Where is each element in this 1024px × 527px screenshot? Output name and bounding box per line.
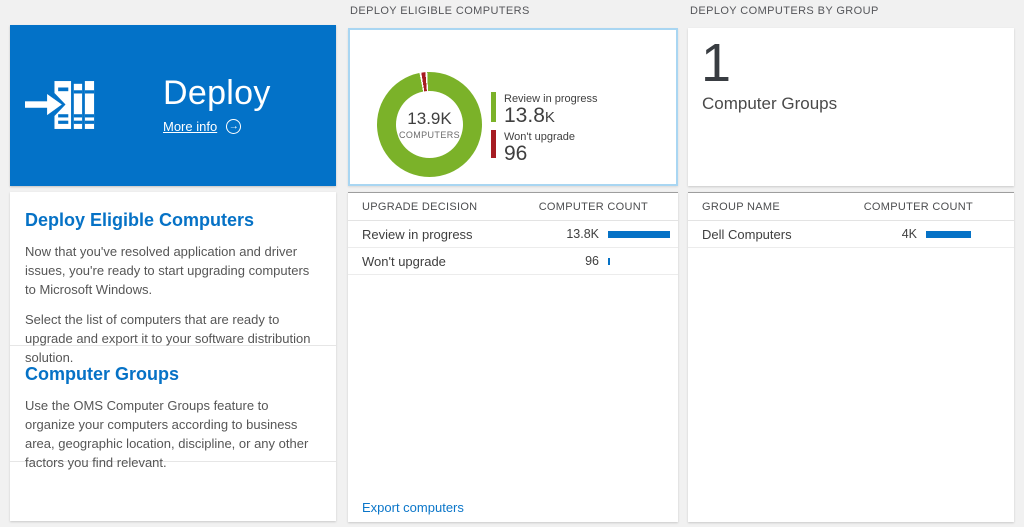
donut-chart[interactable]: 13.9K COMPUTERS bbox=[377, 72, 482, 177]
col-group-name: GROUP NAME bbox=[702, 200, 780, 213]
eligible-computers-chart-card[interactable]: 13.9K COMPUTERS Review in progress 13.8K… bbox=[348, 28, 678, 186]
legend-swatch-red bbox=[491, 130, 496, 158]
row-label: Review in progress bbox=[362, 226, 473, 242]
deploy-icon bbox=[25, 77, 95, 138]
row-bar bbox=[608, 230, 670, 238]
group-name-table: GROUP NAME COMPUTER COUNT Dell Computers… bbox=[688, 192, 1014, 522]
table-header: GROUP NAME COMPUTER COUNT bbox=[688, 193, 1014, 221]
legend-item: Review in progress 13.8K bbox=[491, 92, 598, 128]
table-row[interactable]: Review in progress 13.8K bbox=[348, 221, 678, 248]
arrow-circle-icon[interactable]: → bbox=[226, 119, 242, 135]
deploy-computers-by-group-header: DEPLOY COMPUTERS BY GROUP bbox=[690, 5, 879, 17]
row-bar bbox=[926, 230, 971, 238]
legend-swatch-green bbox=[491, 92, 496, 122]
legend-label: Review in progress bbox=[504, 93, 598, 105]
table-header: UPGRADE DECISION COMPUTER COUNT bbox=[348, 193, 678, 221]
row-value: 4K bbox=[901, 227, 917, 241]
group-count: 1 bbox=[701, 33, 732, 93]
export-computers-link[interactable]: Export computers bbox=[362, 500, 464, 515]
row-label: Dell Computers bbox=[702, 226, 792, 242]
deploy-eligible-computers-header: DEPLOY ELIGIBLE COMPUTERS bbox=[350, 5, 530, 17]
section-paragraph: Select the list of computers that are re… bbox=[25, 312, 311, 365]
col-computer-count: COMPUTER COUNT bbox=[863, 200, 973, 213]
section-heading-computer-groups: Computer Groups bbox=[25, 364, 180, 384]
legend-value: 96 bbox=[504, 142, 528, 165]
legend-label: Won't upgrade bbox=[504, 131, 576, 143]
legend-item: Won't upgrade 96 bbox=[491, 130, 598, 166]
computer-groups-section: Computer Groups Use the OMS Computer Gro… bbox=[10, 346, 336, 470]
upgrade-decision-table: UPGRADE DECISION COMPUTER COUNT Review i… bbox=[348, 192, 678, 522]
more-info-label[interactable]: More info bbox=[163, 119, 218, 135]
tile-title: Deploy bbox=[163, 74, 271, 112]
donut-legend: Review in progress 13.8K Won't upgrade 9… bbox=[491, 92, 598, 168]
row-bar bbox=[608, 257, 610, 265]
row-label: Won't upgrade bbox=[362, 253, 446, 269]
section-heading-deploy-eligible: Deploy Eligible Computers bbox=[25, 210, 255, 230]
table-row[interactable]: Dell Computers 4K bbox=[688, 221, 1014, 248]
section-paragraph: Use the OMS Computer Groups feature to o… bbox=[25, 398, 309, 470]
donut-center-value: 13.9K bbox=[407, 109, 452, 128]
col-upgrade-decision: UPGRADE DECISION bbox=[362, 200, 478, 213]
group-count-label: Computer Groups bbox=[702, 94, 838, 114]
more-info-link[interactable]: More info → bbox=[163, 119, 271, 135]
deploy-eligible-section: Deploy Eligible Computers Now that you'v… bbox=[10, 192, 336, 365]
legend-value: 13.8K bbox=[504, 104, 555, 127]
section-paragraph: Now that you've resolved application and… bbox=[25, 244, 310, 297]
computer-groups-card[interactable]: 1 Computer Groups bbox=[688, 28, 1014, 186]
left-info-panel: Deploy Eligible Computers Now that you'v… bbox=[10, 192, 336, 521]
deploy-tile[interactable]: Deploy More info → bbox=[10, 25, 336, 186]
col-computer-count: COMPUTER COUNT bbox=[538, 200, 648, 213]
row-value: 96 bbox=[585, 254, 599, 268]
row-value: 13.8K bbox=[566, 227, 599, 241]
donut-center: 13.9K COMPUTERS bbox=[396, 91, 463, 158]
table-row[interactable]: Won't upgrade 96 bbox=[348, 248, 678, 275]
donut-center-label: COMPUTERS bbox=[398, 130, 461, 140]
